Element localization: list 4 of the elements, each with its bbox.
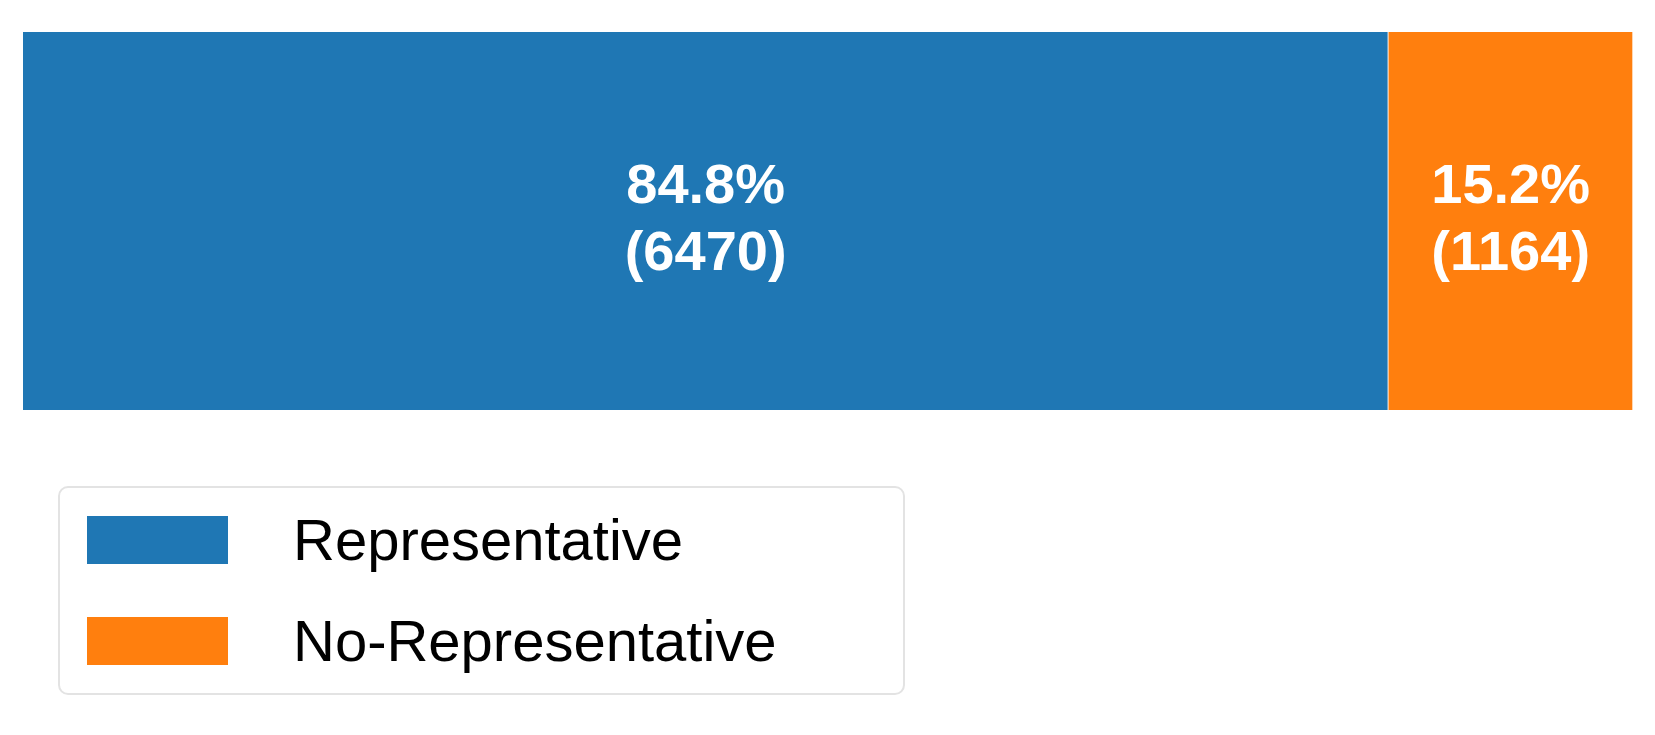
data-label: 15.2% (1164) — [1431, 151, 1591, 282]
legend-label: No-Representative — [293, 608, 777, 673]
legend-label: Representative — [293, 507, 684, 572]
data-label: 84.8% (6470) — [624, 151, 787, 282]
